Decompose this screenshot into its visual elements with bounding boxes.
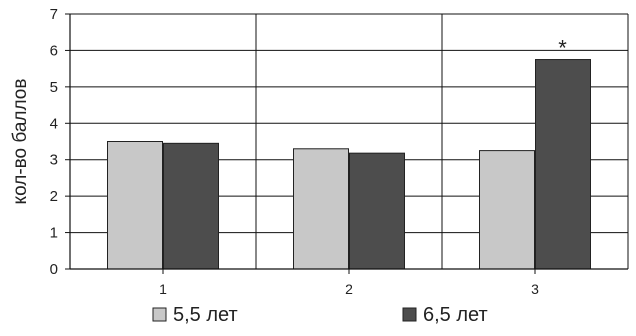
y-tick-label: 7 bbox=[50, 6, 58, 23]
y-tick-label: 0 bbox=[50, 261, 58, 278]
bar-series2-cat3 bbox=[535, 59, 591, 270]
bar-series1-cat1 bbox=[107, 141, 163, 270]
legend-label-2: 6,5 лет bbox=[423, 304, 488, 326]
y-tick-label: 5 bbox=[50, 79, 58, 96]
significance-annotation: * bbox=[558, 36, 567, 61]
x-tick-label: 3 bbox=[531, 281, 539, 297]
y-tick-label: 1 bbox=[50, 225, 58, 242]
bars bbox=[107, 59, 591, 270]
bar-series1-cat2 bbox=[293, 148, 349, 270]
y-tick-label: 4 bbox=[50, 115, 58, 132]
y-axis-label: кол-во баллов bbox=[10, 79, 31, 205]
legend-swatch-1 bbox=[152, 307, 167, 322]
bar-series2-cat2 bbox=[349, 152, 405, 270]
legend: 5,5 лет 6,5 лет bbox=[152, 304, 488, 326]
y-tick-label: 2 bbox=[50, 188, 58, 205]
labels: 0 1 2 3 4 5 6 7 1 2 3 * кол-во баллов bbox=[10, 6, 567, 297]
legend-swatch-2 bbox=[402, 307, 417, 322]
axes bbox=[65, 13, 628, 274]
bar-series1-cat3 bbox=[479, 150, 535, 270]
y-tick-label: 3 bbox=[50, 152, 58, 169]
x-tick-label: 2 bbox=[345, 281, 353, 297]
x-tick-label: 1 bbox=[159, 281, 167, 297]
bar-series2-cat1 bbox=[163, 142, 219, 270]
y-tick-label: 6 bbox=[50, 42, 58, 59]
legend-label-1: 5,5 лет bbox=[173, 304, 238, 326]
